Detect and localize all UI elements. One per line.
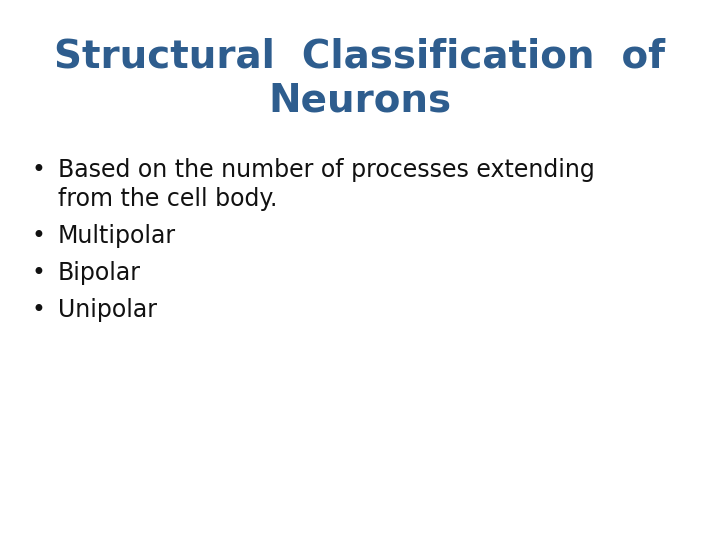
Text: Based on the number of processes extending: Based on the number of processes extendi… <box>58 158 595 182</box>
Text: Structural  Classification  of: Structural Classification of <box>55 38 665 76</box>
Text: Neurons: Neurons <box>269 82 451 119</box>
Text: •: • <box>31 224 45 248</box>
Text: •: • <box>31 158 45 182</box>
Text: from the cell body.: from the cell body. <box>58 187 277 211</box>
Text: Unipolar: Unipolar <box>58 298 157 322</box>
Text: •: • <box>31 261 45 285</box>
Text: Bipolar: Bipolar <box>58 261 141 285</box>
Text: •: • <box>31 298 45 322</box>
Text: Multipolar: Multipolar <box>58 224 176 248</box>
